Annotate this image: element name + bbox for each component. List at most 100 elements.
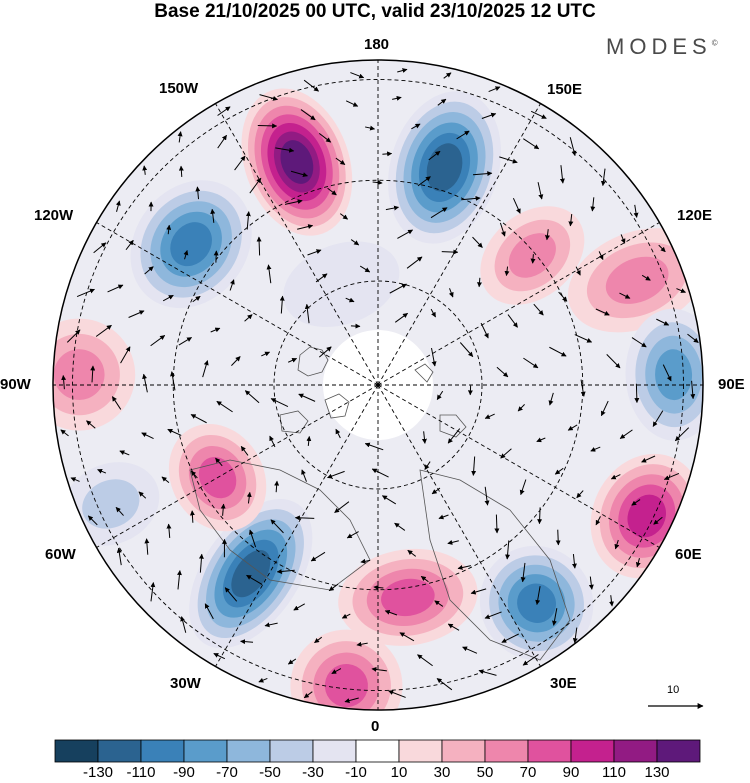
- anomaly-center: [283, 241, 400, 328]
- wind-arrow: [224, 587, 238, 602]
- wind-arrow: [204, 603, 214, 620]
- wind-arrow: [417, 654, 433, 667]
- wind-arrow: [314, 636, 323, 644]
- lon-label-90e: 90E: [718, 376, 745, 393]
- wind-arrow: [304, 303, 310, 324]
- colorbar-tick-label: 50: [476, 764, 494, 781]
- colorbar-tick-label: -130: [82, 764, 114, 781]
- wind-arrow: [115, 506, 124, 516]
- wind-arrow: [270, 398, 289, 408]
- wind-arrow: [519, 479, 527, 496]
- colorbar-tick-label: 130: [644, 764, 670, 781]
- wind-arrow: [598, 251, 604, 260]
- wind-arrow: [275, 147, 295, 153]
- wind-arrow: [652, 410, 664, 427]
- wind-arrow: [382, 151, 393, 157]
- wind-arrow: [248, 529, 257, 548]
- wind-arrow: [138, 491, 147, 499]
- wind-arrow: [568, 213, 574, 227]
- wind-arrow: [537, 182, 544, 200]
- lon-label-150e: 150E: [547, 81, 583, 98]
- wind-arrow: [229, 279, 235, 291]
- wind-arrow: [220, 503, 226, 516]
- colorbar-tick-label: 110: [602, 764, 626, 781]
- wind-arrow: [504, 266, 510, 277]
- wind-arrow: [434, 600, 444, 607]
- wind-arrow: [284, 199, 303, 205]
- wind-arrow: [575, 266, 581, 276]
- wind-arrow: [420, 575, 429, 583]
- wind-arrow: [424, 461, 431, 470]
- anomaly-center: [568, 228, 703, 333]
- anomaly-center: [388, 91, 501, 244]
- wind-arrow: [213, 653, 226, 660]
- anomaly-band: [170, 222, 212, 267]
- wind-arrow: [544, 229, 550, 241]
- wind-arrow: [167, 428, 182, 436]
- wind-arrow: [392, 95, 402, 101]
- wind-arrow: [244, 314, 253, 322]
- wind-arrow: [115, 200, 121, 212]
- wind-arrow: [530, 254, 536, 264]
- wind-arrow: [192, 295, 201, 303]
- wind-arrow: [258, 677, 268, 683]
- wind-arrow: [619, 292, 631, 299]
- wind-arrow: [388, 690, 406, 698]
- lon-label-150w: 150W: [159, 80, 199, 97]
- wind-arrow: [457, 565, 472, 570]
- brand-name: MODES: [606, 34, 712, 59]
- anomaly-band: [324, 664, 368, 708]
- wind-arrow: [290, 170, 308, 178]
- wind-arrow: [437, 98, 447, 106]
- wind-arrow: [662, 364, 672, 382]
- wind-arrow: [456, 130, 470, 140]
- wind-arrow: [189, 510, 195, 523]
- wind-arrow: [499, 222, 506, 237]
- wind-arrow: [484, 486, 490, 506]
- wind-arrow: [501, 633, 519, 643]
- colorbar-swatch: [441, 739, 486, 763]
- colorbar-tick-label: -10: [345, 764, 367, 781]
- wind-arrow: [87, 515, 98, 526]
- wind-arrow: [595, 308, 610, 316]
- wind-arrow: [406, 256, 423, 269]
- latitude-circle: [72, 79, 684, 691]
- wind-arrow: [484, 413, 495, 419]
- wind-arrow: [381, 495, 397, 505]
- wind-arrow: [517, 404, 525, 412]
- colorbar-swatch: [183, 739, 228, 763]
- wind-arrow: [234, 155, 246, 171]
- wind-arrow: [240, 639, 254, 645]
- wind-arrow: [372, 180, 383, 186]
- wind-arrow: [481, 112, 497, 120]
- wind-arrow: [61, 375, 67, 390]
- wind-arrow: [142, 373, 148, 393]
- colorbar-tick-label: 30: [433, 764, 451, 781]
- wind-arrow: [144, 266, 154, 275]
- wind-arrow: [600, 168, 606, 187]
- wind-arrow: [590, 446, 601, 452]
- wind-arrow: [86, 420, 96, 429]
- lon-label-120w: 120W: [34, 207, 74, 224]
- wind-arrow: [257, 123, 278, 129]
- wind-arrow: [162, 294, 174, 302]
- colorbar-swatch: [527, 739, 572, 763]
- wind-arrow: [190, 470, 198, 479]
- wind-arrow: [371, 666, 387, 672]
- wind-arrow: [600, 400, 609, 417]
- wind-arrow: [484, 611, 502, 619]
- wind-arrow: [512, 197, 521, 214]
- wind-arrow: [261, 351, 271, 357]
- lon-label-180: 180: [364, 36, 390, 53]
- anomaly-band: [283, 241, 400, 328]
- wind-arrow: [505, 540, 511, 560]
- wind-arrow: [300, 109, 316, 121]
- wind-arrow: [327, 187, 337, 196]
- wind-arrow: [530, 110, 547, 119]
- wind-arrow: [407, 549, 417, 557]
- wind-arrow: [663, 472, 680, 481]
- wind-arrow: [294, 515, 315, 521]
- wind-arrow: [166, 224, 172, 235]
- wind-arrow: [210, 327, 221, 333]
